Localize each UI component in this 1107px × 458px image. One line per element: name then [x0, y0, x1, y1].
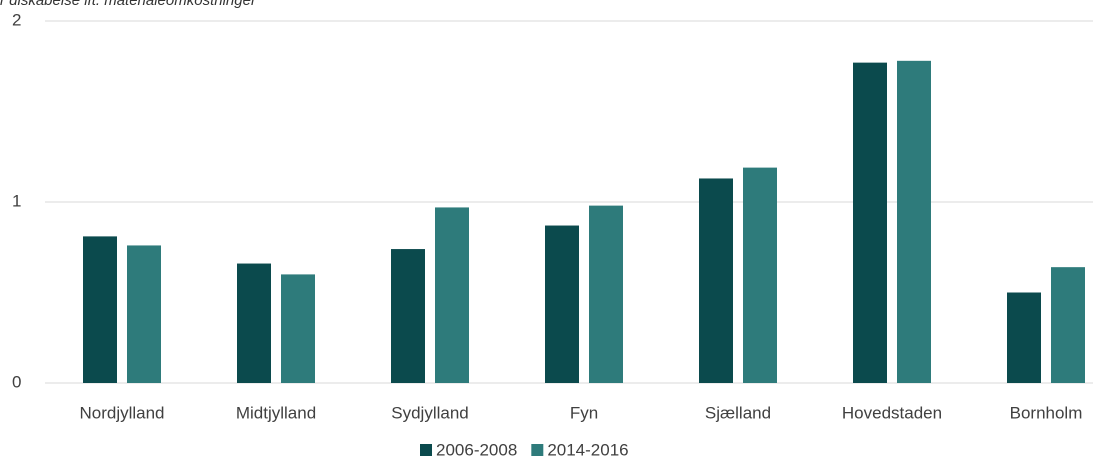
bar [1051, 267, 1085, 383]
bar [391, 249, 425, 383]
legend-label: 2014-2016 [547, 440, 628, 458]
x-tick-label: Bornholm [1010, 403, 1083, 422]
x-tick-label: Sydjylland [391, 403, 469, 422]
legend-swatch [420, 444, 432, 456]
chart-subtitle: r diskabelse ift. materialeomkostninger [0, 0, 257, 9]
x-tick-label: Hovedstaden [842, 403, 942, 422]
bar [589, 205, 623, 383]
x-tick-label: Fyn [570, 403, 598, 422]
y-tick-label: 0 [12, 372, 21, 391]
x-tick-label: Sjælland [705, 403, 771, 422]
bar [83, 236, 117, 383]
bar [699, 178, 733, 383]
legend-label: 2006-2008 [436, 440, 517, 458]
bar [237, 263, 271, 383]
y-tick-label: 1 [12, 191, 21, 210]
bar [281, 274, 315, 383]
y-tick-label: 2 [12, 10, 21, 29]
bar [1007, 292, 1041, 383]
x-tick-label: Nordjylland [79, 403, 164, 422]
legend-swatch [531, 444, 544, 456]
bar [743, 167, 777, 383]
x-tick-label: Midtjylland [236, 403, 316, 422]
bar [897, 60, 931, 383]
bar [853, 62, 887, 383]
bar [545, 225, 579, 383]
bar [435, 207, 469, 383]
bar [127, 245, 161, 383]
